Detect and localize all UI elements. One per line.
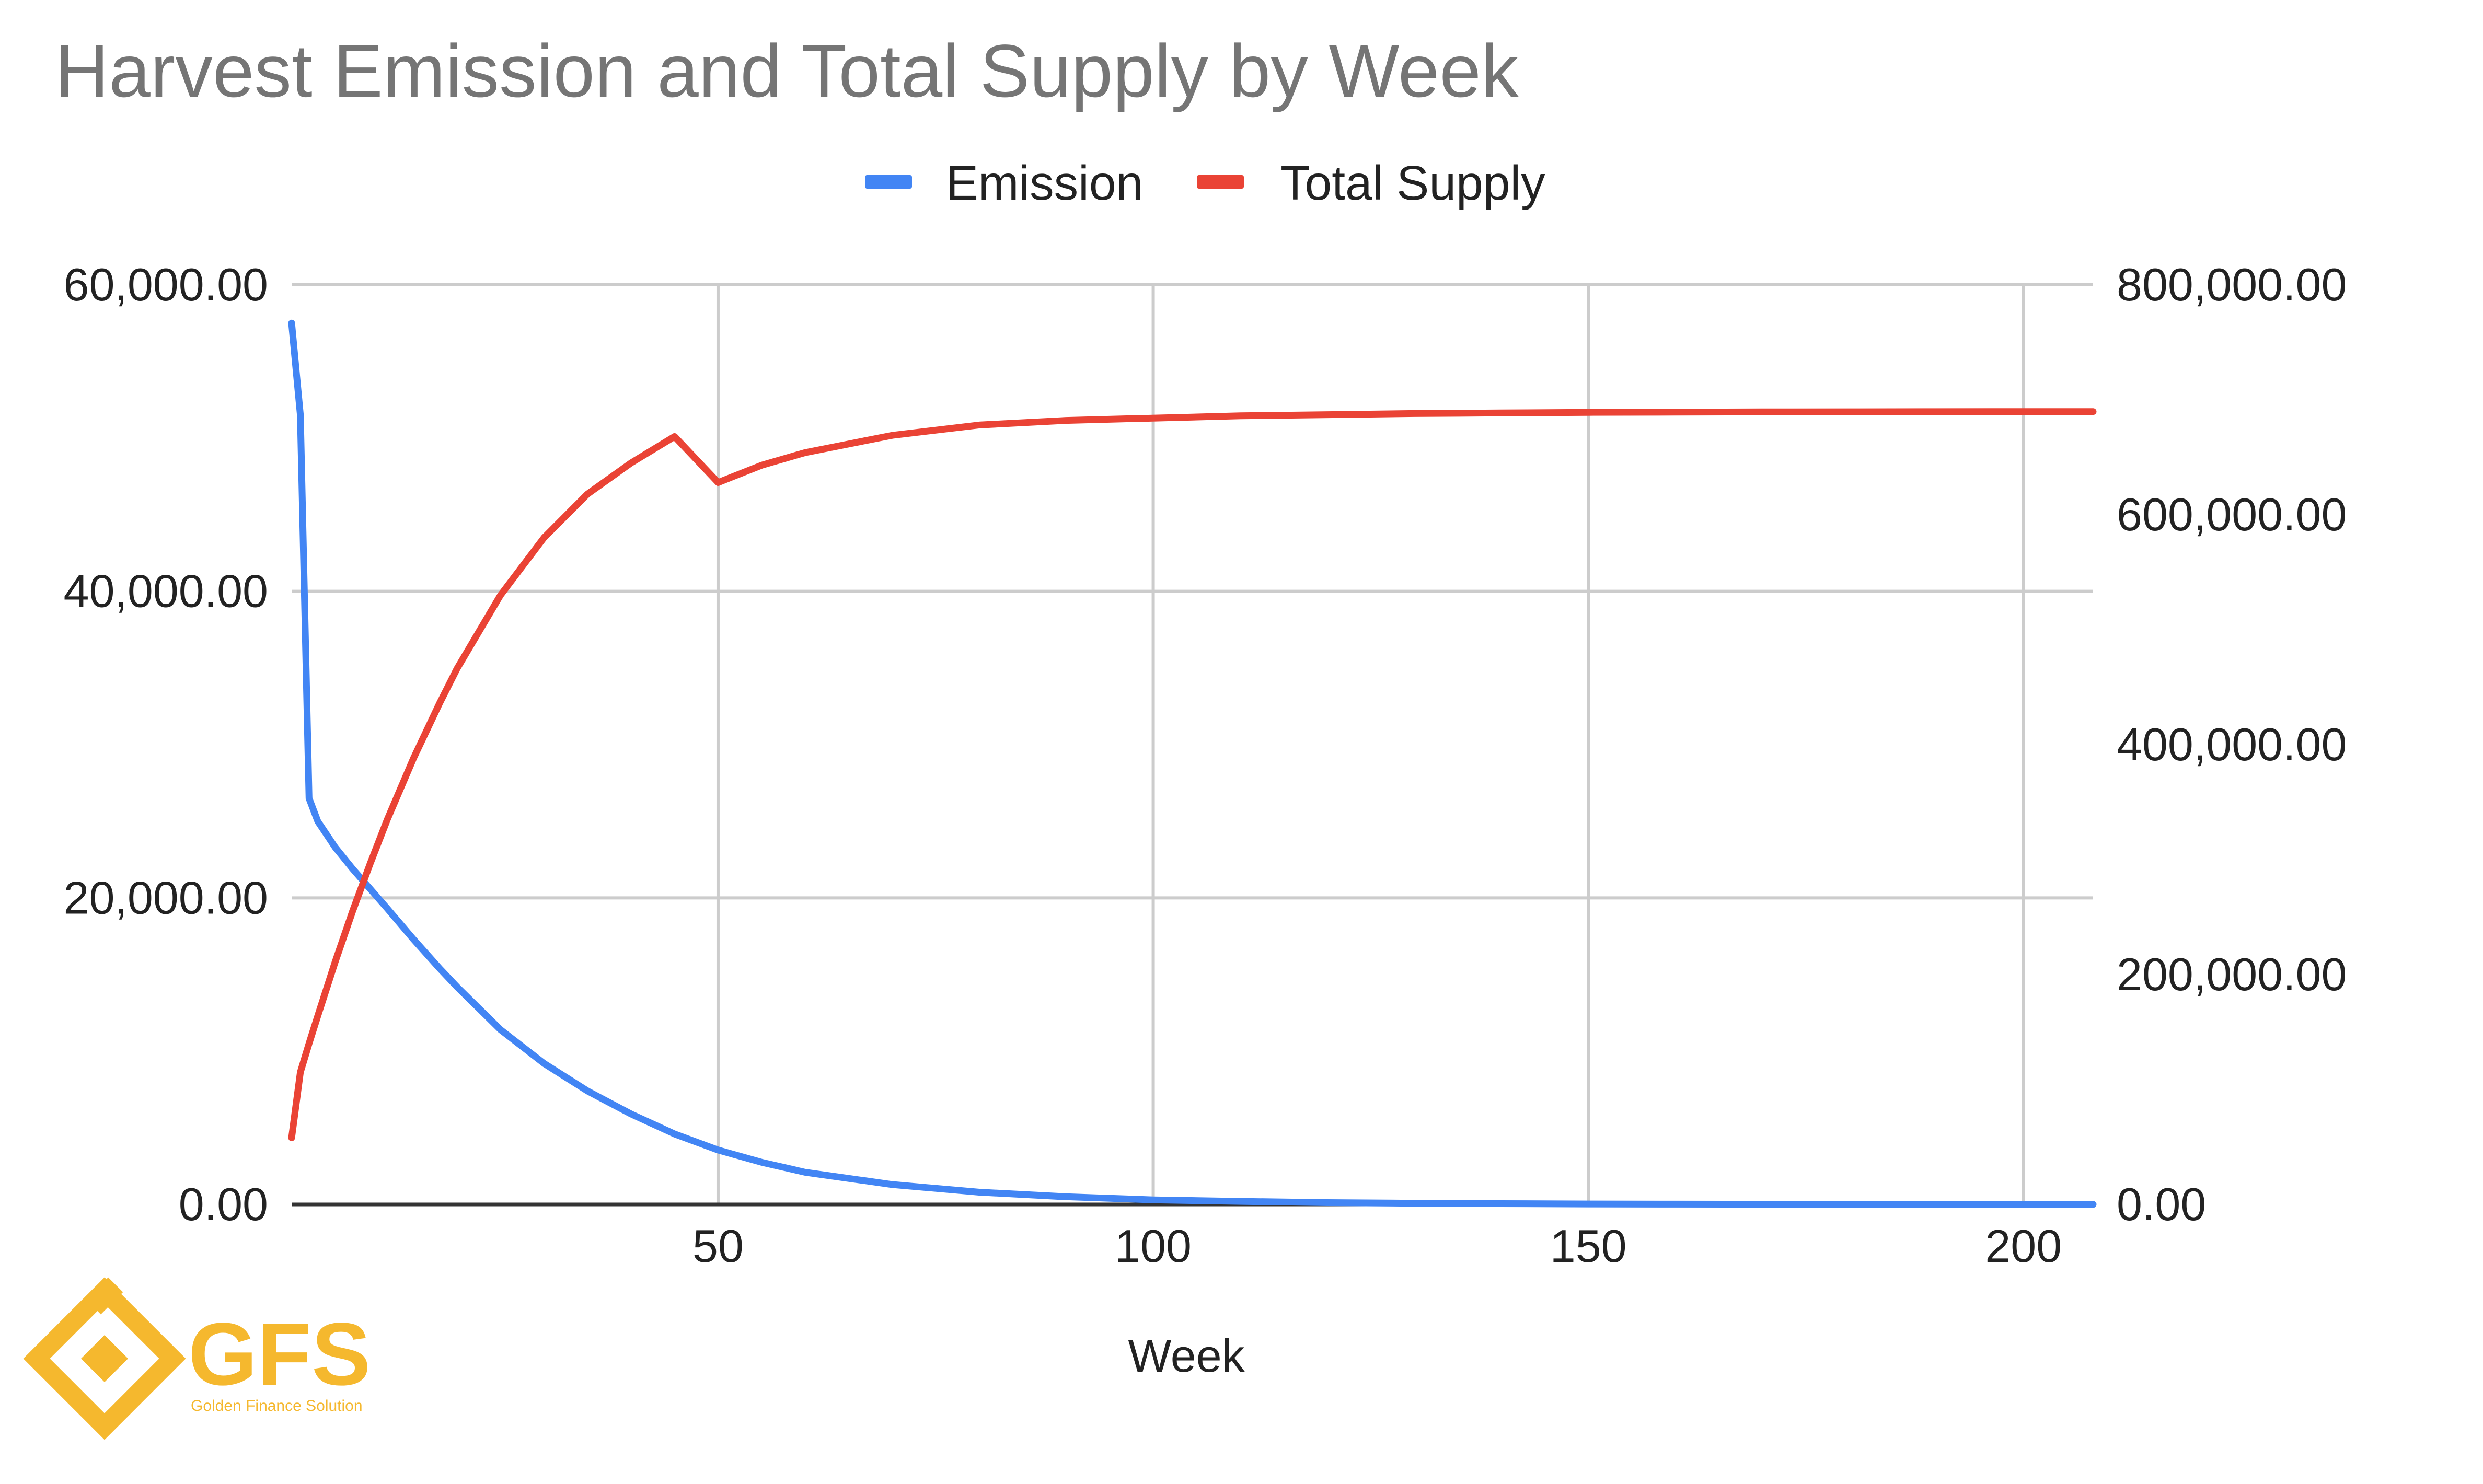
logo-brand: GFS [188, 1305, 371, 1404]
gfs-watermark: GFS Golden Finance Solution [23, 1277, 371, 1440]
x-tick-label: 50 [692, 1220, 744, 1272]
x-tick-label: 200 [1985, 1220, 2062, 1272]
y-left-tick-label: 20,000.00 [64, 872, 269, 923]
legend-label-emission: Emission [946, 156, 1143, 210]
gfs-logo-icon [23, 1277, 186, 1440]
x-tick-label: 100 [1115, 1220, 1192, 1272]
legend-swatch-total-supply [1197, 175, 1244, 189]
y-right-tick-label: 400,000.00 [2117, 718, 2347, 770]
y-left-tick-label: 0.00 [179, 1178, 268, 1230]
plot-area: 50 100 150 200 0.00 20,000.00 40,000.00 60,000.… [64, 259, 2347, 1272]
legend-label-total-supply: Total Supply [1280, 156, 1545, 210]
y-right-tick-label: 600,000.00 [2117, 489, 2347, 540]
series-line-total-supply [288, 408, 2097, 1141]
y-right-tick-label: 800,000.00 [2117, 259, 2347, 310]
x-tick-label: 150 [1550, 1220, 1627, 1272]
series-line-emission [288, 319, 2097, 1208]
x-axis-title: Week [1128, 1330, 1245, 1382]
legend: Emission Total Supply [865, 156, 1545, 210]
y-right-tick-label: 200,000.00 [2117, 948, 2347, 1000]
chart-title: Harvest Emission and Total Supply by Wee… [55, 30, 1519, 113]
y-left-tick-label: 60,000.00 [64, 259, 269, 310]
y-right-tick-label: 0.00 [2117, 1178, 2206, 1230]
legend-swatch-emission [865, 175, 912, 189]
legend-item-total-supply: Total Supply [1197, 156, 1545, 210]
logo-tagline: Golden Finance Solution [191, 1397, 363, 1415]
y-left-tick-label: 40,000.00 [64, 565, 269, 617]
legend-item-emission: Emission [865, 156, 1143, 210]
